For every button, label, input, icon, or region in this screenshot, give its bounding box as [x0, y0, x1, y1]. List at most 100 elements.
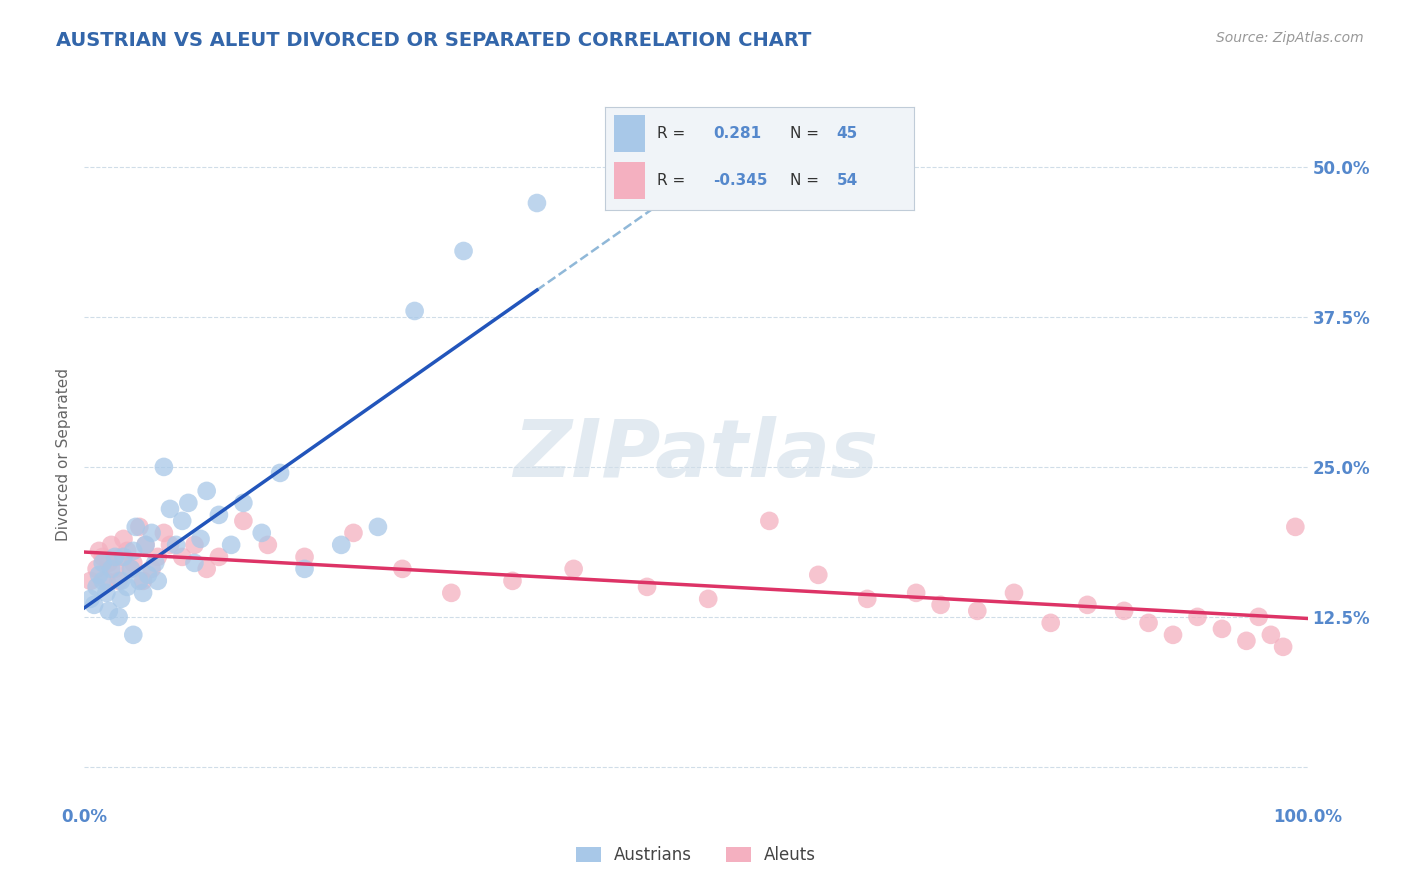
Point	[183, 538, 205, 552]
Point	[526, 196, 548, 211]
Point	[294, 549, 316, 564]
Point	[257, 538, 280, 552]
Point	[1187, 610, 1209, 624]
Point	[1161, 628, 1184, 642]
Point	[112, 532, 135, 546]
Point	[208, 508, 231, 522]
Point	[1039, 615, 1062, 630]
Point	[172, 514, 194, 528]
Point	[132, 574, 155, 588]
Point	[294, 562, 316, 576]
Point	[636, 580, 658, 594]
Point	[1114, 604, 1136, 618]
Point	[219, 538, 242, 552]
Point	[120, 562, 142, 576]
Text: Source: ZipAtlas.com: Source: ZipAtlas.com	[1216, 31, 1364, 45]
Point	[143, 556, 166, 570]
Point	[122, 628, 145, 642]
Point	[125, 520, 148, 534]
Point	[250, 525, 273, 540]
Point	[404, 304, 426, 318]
Point	[79, 591, 101, 606]
Point	[190, 532, 212, 546]
Point	[115, 580, 138, 594]
Point	[208, 549, 231, 564]
Point	[562, 562, 585, 576]
Point	[135, 538, 157, 552]
Point	[91, 556, 114, 570]
Point	[367, 520, 389, 534]
Point	[1076, 598, 1098, 612]
Text: N =: N =	[790, 126, 820, 141]
Point	[132, 586, 155, 600]
Legend: Austrians, Aleuts: Austrians, Aleuts	[569, 839, 823, 871]
Point	[146, 549, 169, 564]
Point	[97, 556, 120, 570]
Point	[107, 574, 129, 588]
Point	[112, 549, 135, 564]
Point	[391, 562, 413, 576]
Point	[758, 514, 780, 528]
Point	[905, 586, 928, 600]
Point	[120, 562, 142, 576]
Point	[86, 562, 108, 576]
Point	[100, 562, 122, 576]
Point	[1284, 520, 1306, 534]
Point	[1272, 640, 1295, 654]
Point	[1247, 610, 1270, 624]
Point	[1236, 633, 1258, 648]
Point	[110, 574, 132, 588]
Text: N =: N =	[790, 173, 820, 188]
Point	[100, 538, 122, 552]
Point	[128, 574, 150, 588]
Bar	[614, 162, 645, 199]
Text: 45: 45	[837, 126, 858, 141]
Point	[87, 544, 110, 558]
Point	[104, 562, 127, 576]
Text: 54: 54	[837, 173, 858, 188]
Point	[122, 556, 145, 570]
Point	[183, 556, 205, 570]
Point	[110, 549, 132, 564]
Point	[1002, 586, 1025, 600]
Text: -0.345: -0.345	[713, 173, 768, 188]
Point	[128, 520, 150, 534]
Point	[96, 586, 118, 600]
Point	[83, 598, 105, 612]
Point	[159, 538, 181, 552]
Point	[141, 562, 163, 576]
Text: 0.281: 0.281	[713, 126, 761, 141]
Point	[1260, 628, 1282, 642]
Text: R =: R =	[657, 173, 685, 188]
Point	[141, 525, 163, 540]
Point	[966, 604, 988, 618]
Point	[146, 574, 169, 588]
Point	[1137, 615, 1160, 630]
Point	[110, 591, 132, 606]
Point	[153, 459, 176, 474]
Y-axis label: Divorced or Separated: Divorced or Separated	[56, 368, 72, 541]
Point	[195, 483, 218, 498]
Point	[153, 525, 176, 540]
Point	[136, 567, 159, 582]
Point	[502, 574, 524, 588]
Point	[107, 610, 129, 624]
Point	[91, 549, 114, 564]
Point	[165, 538, 187, 552]
Point	[177, 496, 200, 510]
Bar	[614, 115, 645, 153]
Point	[697, 591, 720, 606]
Point	[86, 580, 108, 594]
Point	[232, 514, 254, 528]
Text: AUSTRIAN VS ALEUT DIVORCED OR SEPARATED CORRELATION CHART: AUSTRIAN VS ALEUT DIVORCED OR SEPARATED …	[56, 31, 811, 50]
Point	[330, 538, 353, 552]
Point	[91, 574, 114, 588]
Point	[122, 544, 145, 558]
Point	[87, 567, 110, 582]
Point	[159, 502, 181, 516]
Point	[96, 574, 118, 588]
Point	[453, 244, 475, 258]
Point	[135, 538, 157, 552]
Point	[856, 591, 879, 606]
Point	[79, 574, 101, 588]
